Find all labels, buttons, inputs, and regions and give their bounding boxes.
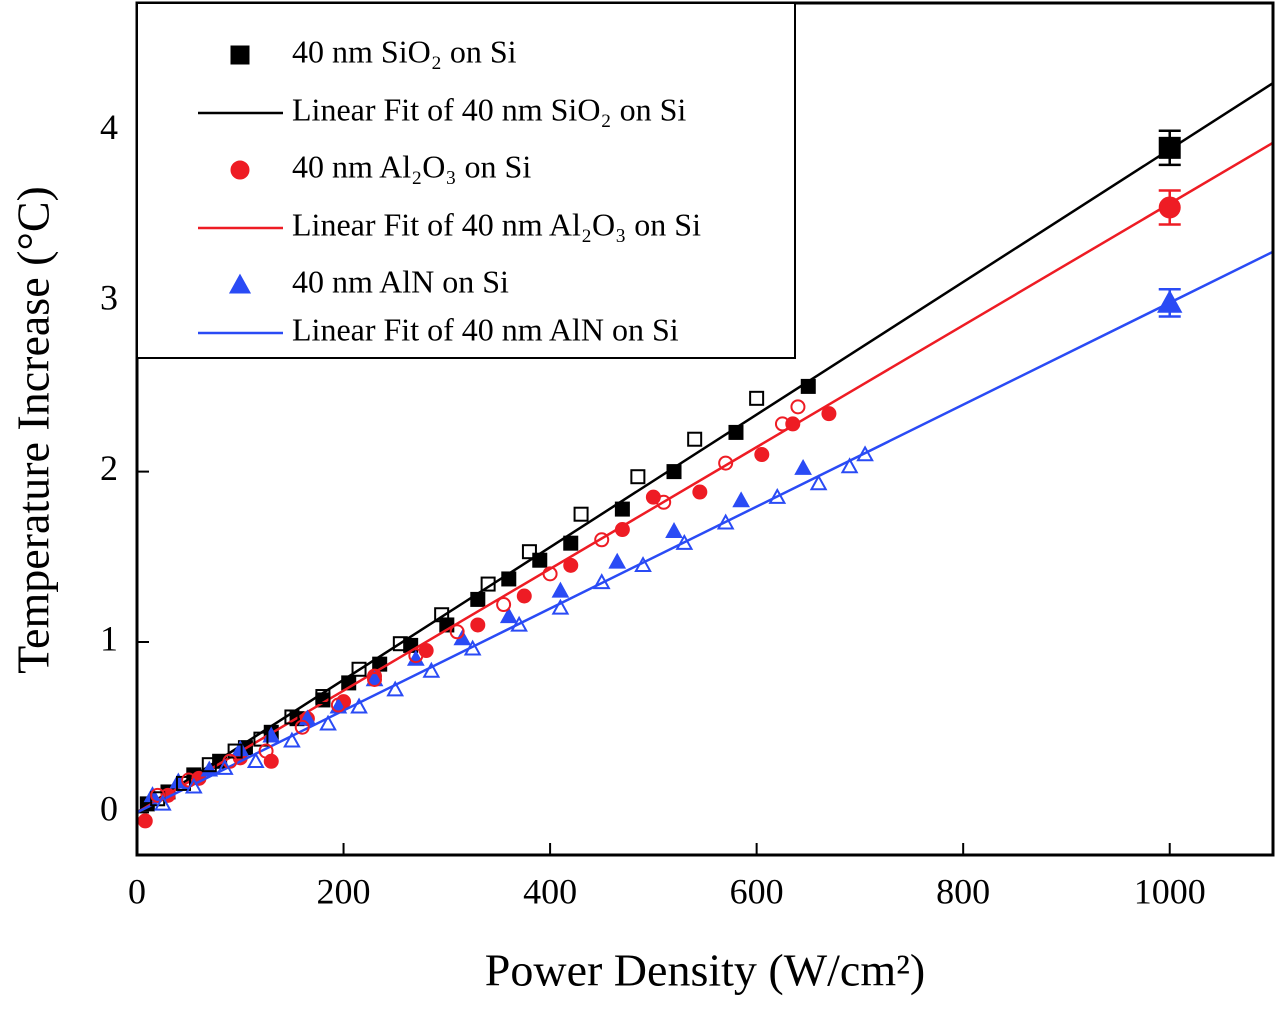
marker <box>215 758 234 775</box>
marker <box>1158 196 1181 219</box>
marker <box>692 484 708 500</box>
marker <box>840 457 859 474</box>
legend-label: Linear Fit of 40 nm Al₂O₃ on Si <box>292 206 701 242</box>
marker <box>594 532 610 548</box>
plot-area <box>137 82 1273 829</box>
marker <box>718 455 734 471</box>
legend-label: 40 nm SiO₂ on Si <box>292 33 517 69</box>
marker <box>351 661 367 677</box>
marker <box>330 697 346 713</box>
marker <box>470 617 486 633</box>
marker <box>665 522 683 538</box>
marker <box>350 697 368 714</box>
marker <box>463 639 482 656</box>
marker <box>716 513 735 530</box>
marker <box>150 787 166 803</box>
x-tick-label: 800 <box>936 871 990 911</box>
marker <box>732 491 750 508</box>
marker <box>222 753 238 769</box>
marker <box>551 598 570 615</box>
legend-label: 40 nm Al₂O₃ on Si <box>292 148 531 184</box>
x-tick-label: 1000 <box>1134 871 1206 911</box>
marker <box>542 566 558 582</box>
marker <box>592 573 611 590</box>
marker <box>258 743 274 759</box>
marker <box>499 607 518 624</box>
marker <box>573 506 589 522</box>
marker <box>656 494 672 510</box>
y-tick-label: 0 <box>100 789 118 829</box>
marker <box>687 431 703 447</box>
marker <box>201 757 217 773</box>
marker <box>563 557 579 573</box>
marker <box>294 719 310 735</box>
marker <box>181 772 197 788</box>
marker <box>386 680 405 697</box>
marker <box>630 469 646 485</box>
marker <box>231 740 250 757</box>
marker <box>496 597 512 613</box>
marker <box>521 544 537 560</box>
x-tick-label: 200 <box>317 871 371 911</box>
fit-line <box>137 141 1273 814</box>
marker <box>283 731 301 748</box>
marker <box>675 533 694 550</box>
marker <box>510 615 528 632</box>
marker <box>563 535 579 551</box>
marker <box>749 390 765 406</box>
marker <box>809 474 828 491</box>
x-tick-label: 0 <box>128 871 146 911</box>
marker <box>392 636 408 652</box>
marker <box>315 689 331 705</box>
marker <box>634 556 652 573</box>
legend-label: 40 nm AlN on Si <box>292 263 509 299</box>
x-tick-label: 400 <box>523 871 577 911</box>
marker <box>228 273 252 294</box>
marker <box>153 794 172 811</box>
y-tick-label: 2 <box>100 448 118 488</box>
marker <box>246 752 265 768</box>
marker <box>143 786 162 803</box>
x-axis-label: Power Density (W/cm²) <box>485 945 925 996</box>
marker <box>230 160 250 180</box>
marker <box>480 576 496 592</box>
marker <box>551 581 570 598</box>
marker <box>230 45 250 65</box>
marker <box>790 399 806 415</box>
legend-label: Linear Fit of 40 nm AlN on Si <box>292 311 679 347</box>
marker <box>774 416 790 432</box>
marker <box>422 661 441 678</box>
legend-label: Linear Fit of 40 nm SiO₂ on Si <box>292 91 686 127</box>
marker <box>856 445 874 462</box>
marker <box>137 813 153 829</box>
marker <box>614 501 630 517</box>
marker <box>284 709 300 725</box>
marker <box>434 607 450 623</box>
y-tick-label: 3 <box>100 277 118 317</box>
marker <box>821 406 837 422</box>
y-tick-label: 1 <box>100 618 118 658</box>
marker <box>319 714 337 731</box>
marker <box>516 588 532 604</box>
y-tick-label: 4 <box>100 107 118 147</box>
marker <box>449 624 465 640</box>
marker <box>794 458 812 475</box>
marker <box>608 552 627 569</box>
marker <box>768 487 787 504</box>
marker <box>754 447 770 463</box>
x-tick-label: 600 <box>730 871 784 911</box>
marker <box>367 671 383 687</box>
y-axis-label: Temperature Increase (°C) <box>8 186 59 674</box>
marker <box>408 648 424 664</box>
marker <box>184 777 203 794</box>
